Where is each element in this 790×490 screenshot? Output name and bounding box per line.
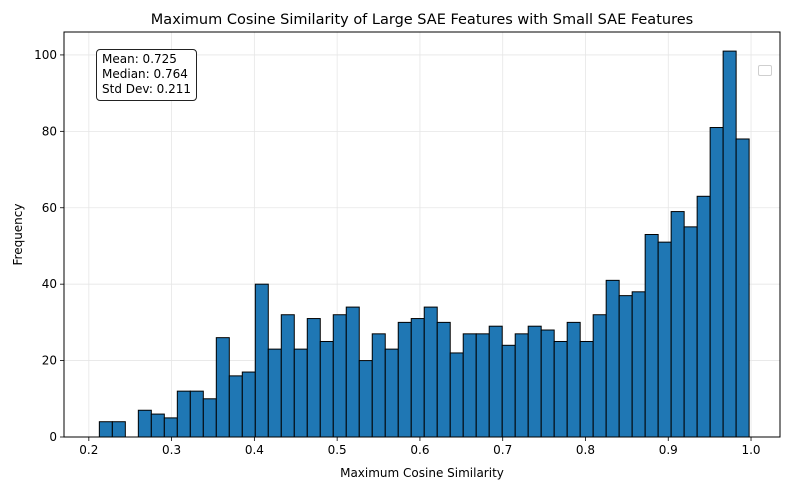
histogram-bar	[696, 195, 711, 438]
histogram-bar	[267, 348, 282, 438]
histogram-bar	[202, 398, 217, 438]
histogram-bar	[475, 333, 490, 438]
mean-stat: Mean: 0.725	[102, 52, 177, 66]
histogram-bar	[670, 211, 685, 438]
histogram-bar	[176, 390, 191, 438]
histogram-bar	[631, 291, 646, 438]
histogram-bar	[540, 329, 555, 438]
histogram-bar	[501, 344, 516, 438]
histogram-bar	[215, 337, 230, 438]
histogram-bar	[332, 314, 347, 438]
x-tick-label: 0.2	[79, 443, 98, 457]
histogram-bar	[163, 417, 178, 438]
histogram-bar	[358, 360, 373, 438]
legend	[758, 65, 772, 76]
y-tick-label: 80	[42, 124, 57, 138]
x-tick-label: 1.0	[741, 443, 760, 457]
histogram-bar	[592, 314, 607, 438]
x-tick-label: 0.5	[328, 443, 347, 457]
x-tick-label: 0.3	[162, 443, 181, 457]
chart-title: Maximum Cosine Similarity of Large SAE F…	[151, 12, 693, 28]
y-axis-label: Frequency	[11, 204, 25, 266]
histogram-bar	[306, 318, 321, 438]
histogram-bar	[410, 318, 425, 438]
histogram-bar	[293, 348, 308, 438]
histogram-bar	[644, 234, 659, 438]
histogram-bar	[384, 348, 399, 438]
histogram-bar	[371, 333, 386, 438]
histogram-bar	[709, 127, 724, 438]
histogram-bar	[488, 325, 503, 438]
histogram-bar	[462, 333, 477, 438]
histogram-bar	[527, 325, 542, 438]
std-dev-stat: Std Dev: 0.211	[102, 82, 192, 96]
histogram-bar	[618, 295, 633, 438]
plot-area-frame	[63, 31, 781, 438]
histogram-bar	[735, 138, 750, 438]
histogram-bar	[189, 390, 204, 438]
histogram-bar	[514, 333, 529, 438]
x-tick-label: 0.6	[410, 443, 429, 457]
histogram-bars	[98, 50, 750, 438]
y-tick-label: 20	[42, 354, 57, 368]
histogram-bar	[553, 340, 568, 438]
histogram-bar	[579, 340, 594, 438]
histogram-bar	[657, 241, 672, 438]
x-tick-label: 0.8	[576, 443, 595, 457]
histogram-bar	[228, 375, 243, 438]
y-tick-label: 100	[34, 48, 57, 62]
histogram-bar	[98, 421, 113, 438]
histogram-bar	[137, 409, 152, 438]
histogram-bar	[150, 413, 165, 438]
histogram-bar	[566, 321, 581, 438]
histogram-bar	[397, 321, 412, 438]
y-axis-ticks: 0 20 40 60 80 100	[34, 48, 64, 444]
y-tick-label: 0	[49, 430, 57, 444]
y-tick-label: 60	[42, 201, 57, 215]
y-tick-label: 40	[42, 277, 57, 291]
histogram-bar	[319, 340, 334, 438]
histogram-bar	[280, 314, 295, 438]
x-tick-label: 0.4	[245, 443, 264, 457]
histogram-bar	[436, 321, 451, 438]
histogram-bar	[683, 226, 698, 438]
x-axis-ticks: 0.2 0.3 0.4 0.5 0.6 0.7 0.8 0.9 1.0	[79, 437, 761, 457]
statistics-box: Mean: 0.725 Median: 0.764 Std Dev: 0.211	[96, 49, 198, 101]
median-stat: Median: 0.764	[102, 67, 188, 81]
histogram-bar	[111, 421, 126, 438]
x-axis-label: Maximum Cosine Similarity	[340, 466, 504, 480]
histogram-bar	[605, 279, 620, 438]
histogram-bar	[345, 306, 360, 438]
histogram-bar	[722, 50, 737, 438]
x-tick-label: 0.7	[493, 443, 512, 457]
histogram-bar	[449, 352, 464, 438]
x-tick-label: 0.9	[659, 443, 678, 457]
histogram-bar	[254, 283, 269, 438]
histogram-bar	[423, 306, 438, 438]
histogram-bar	[241, 371, 256, 438]
